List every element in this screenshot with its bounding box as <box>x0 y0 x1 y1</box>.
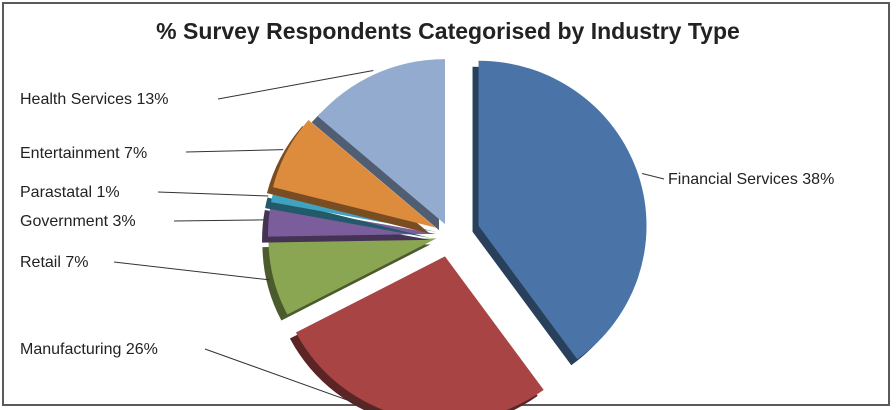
pie-slices <box>262 59 647 410</box>
slice-label: Parastatal 1% <box>20 184 120 201</box>
pie-slice-financial-services <box>478 60 647 360</box>
slice-label: Entertainment 7% <box>20 145 147 162</box>
pie-slice-retail <box>268 238 437 315</box>
leader-line <box>204 348 377 410</box>
slice-label: Manufacturing 26% <box>20 341 158 358</box>
slice-label: Retail 7% <box>20 254 88 271</box>
pie-slice-health-services <box>317 59 445 225</box>
leader-line <box>173 219 265 222</box>
leader-lines <box>113 69 665 410</box>
slice-label: Government 3% <box>20 213 136 230</box>
chart-title: % Survey Respondents Categorised by Indu… <box>156 18 740 44</box>
leader-line <box>157 191 269 197</box>
slice-label: Financial Services 38% <box>668 171 834 188</box>
leader-line <box>217 69 374 100</box>
pie-slice-entertainment <box>272 119 436 228</box>
pie-slice-manufacturing <box>295 256 544 410</box>
slice-labels: Financial Services 38% Manufacturing 26% R… <box>20 91 834 358</box>
leader-line <box>113 261 270 281</box>
slice-label: Health Services 13% <box>20 91 169 108</box>
leader-line <box>641 173 665 180</box>
leader-line <box>185 149 284 153</box>
